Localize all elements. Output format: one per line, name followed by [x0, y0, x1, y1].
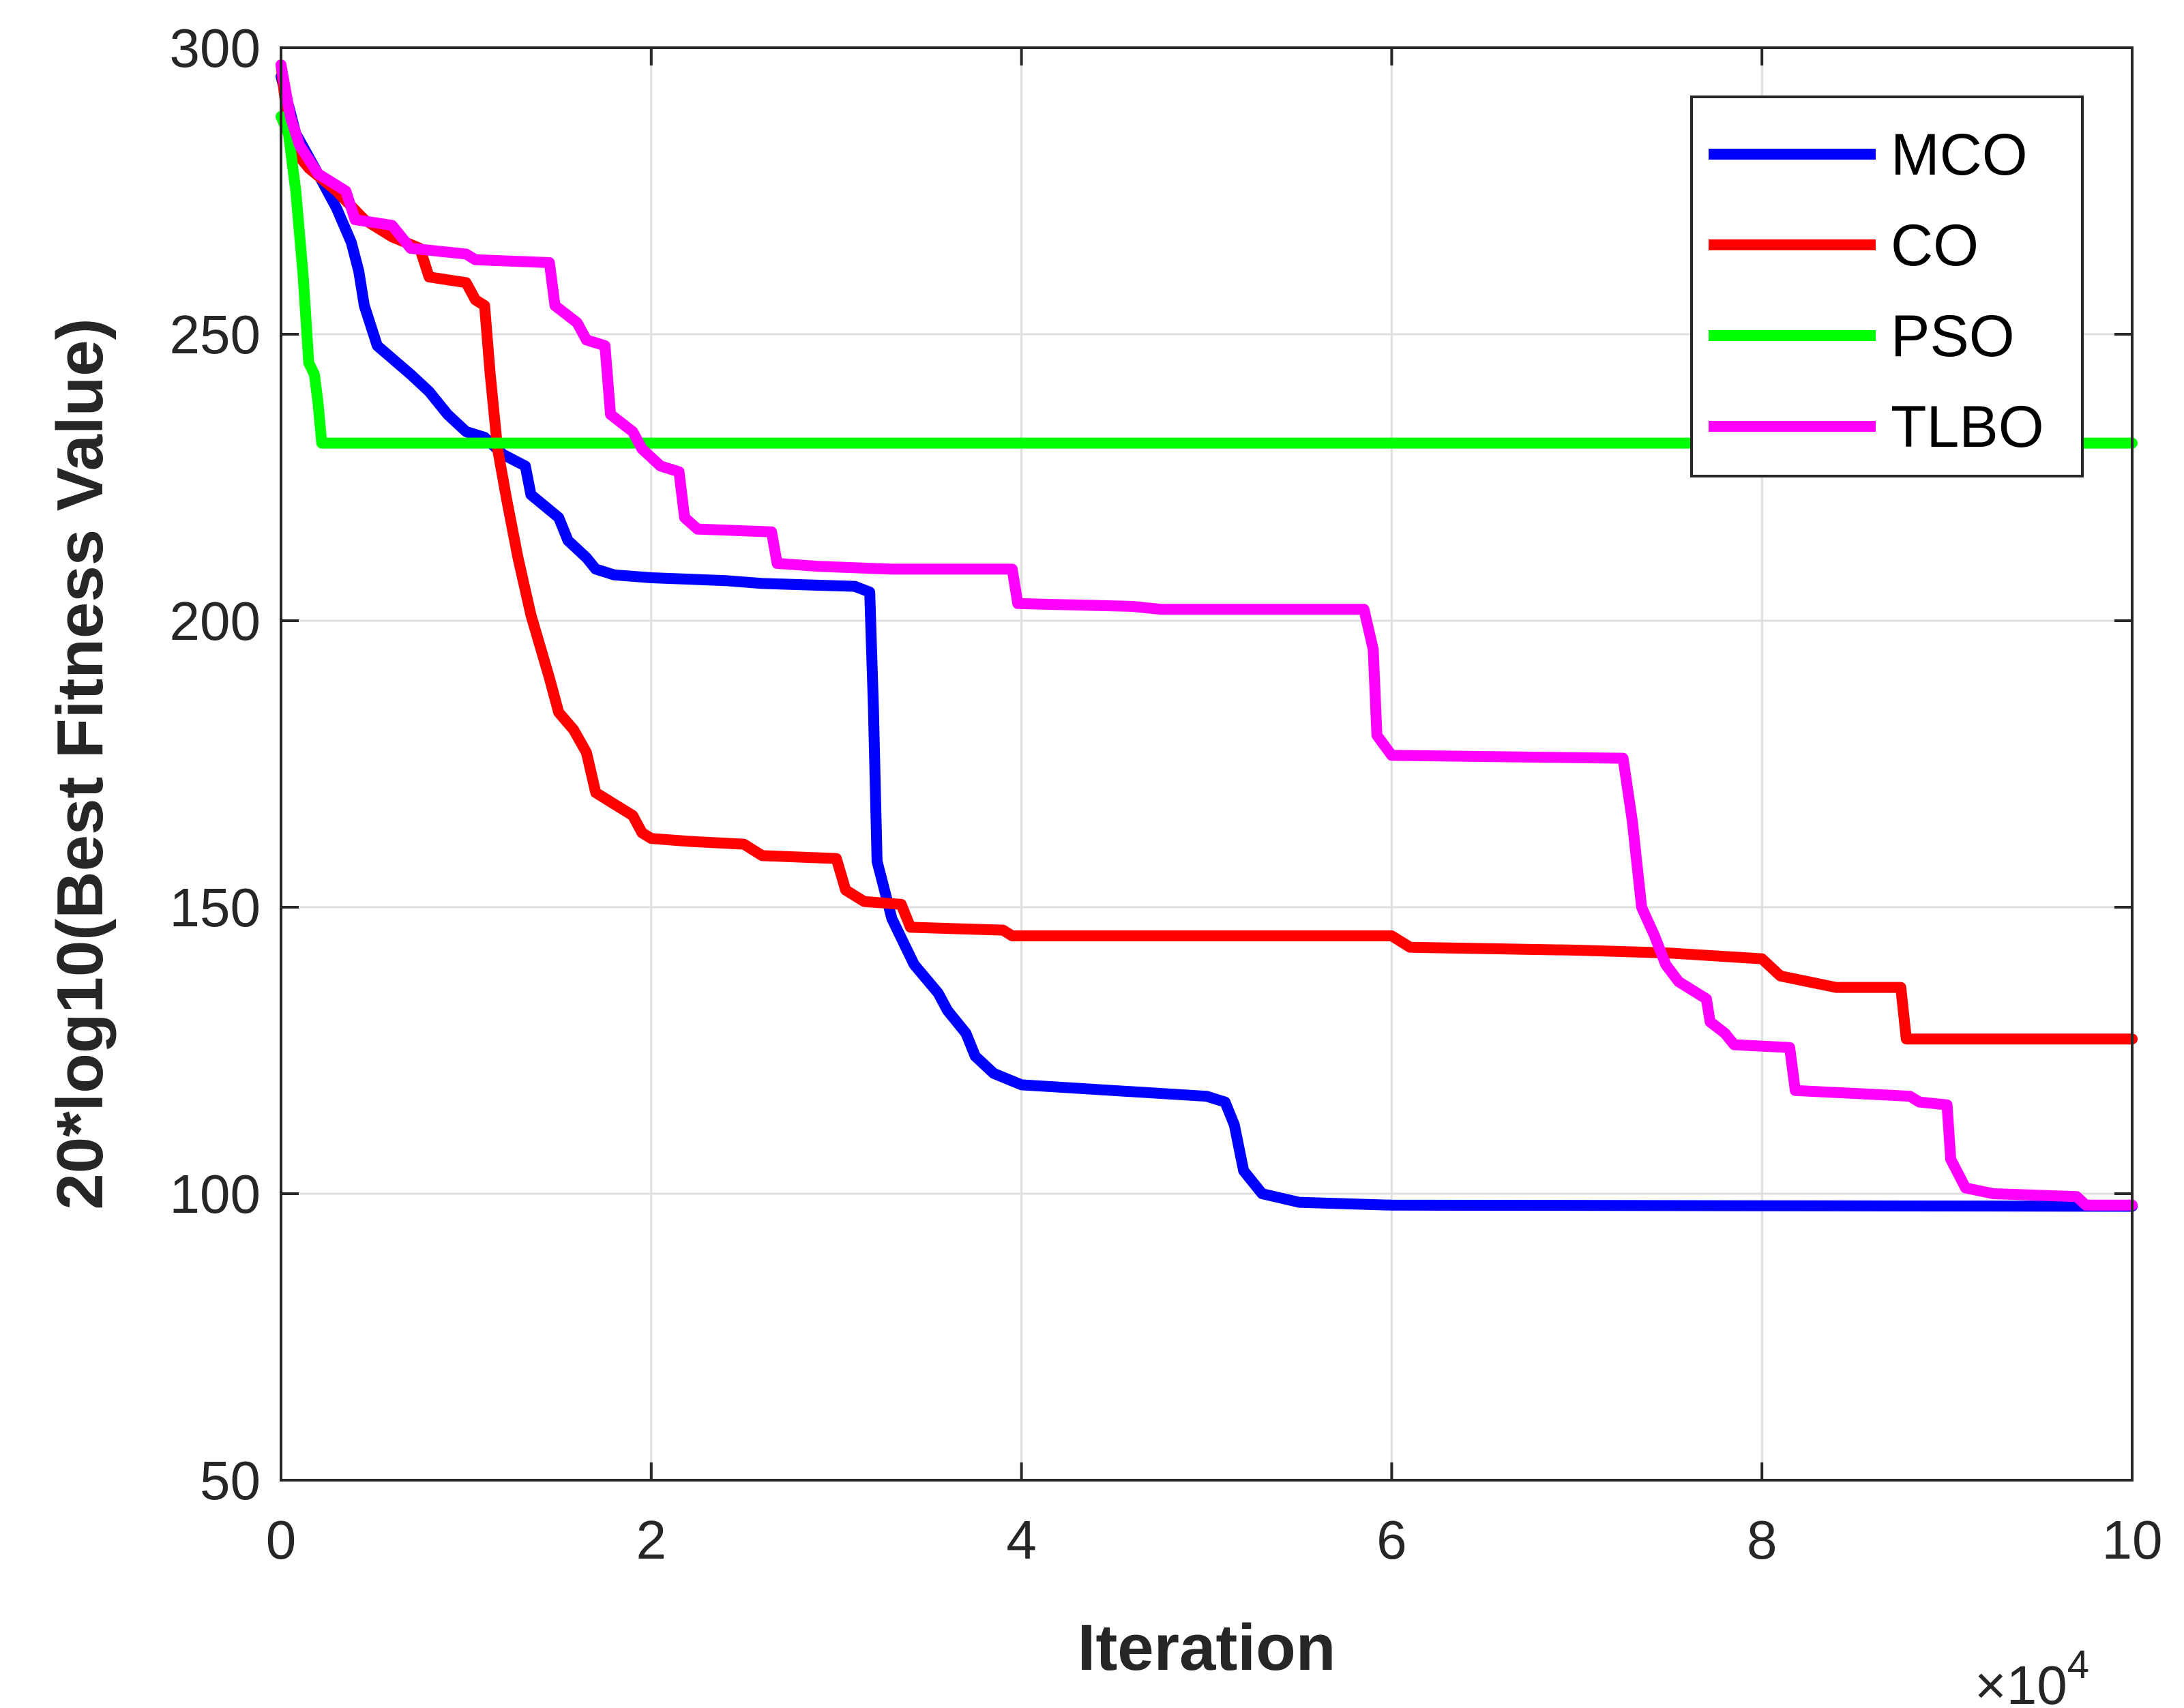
- y-axis-title: 20*log10(Best Fitness Value): [44, 318, 117, 1209]
- legend-label-tlbo: TLBO: [1891, 394, 2044, 460]
- x-tick-label: 2: [636, 1510, 667, 1570]
- y-tick-label: 50: [200, 1450, 261, 1511]
- x-tick-label: 6: [1376, 1510, 1407, 1570]
- y-tick-label: 200: [170, 591, 261, 651]
- x-multiplier-base: ×10: [1975, 1655, 2067, 1708]
- x-multiplier: ×104: [1975, 1643, 2089, 1708]
- series-line-pso: [276, 111, 2138, 449]
- x-tick-labels: 0 2 4 6 8 10: [266, 1510, 2163, 1570]
- y-tick-label: 100: [170, 1164, 261, 1224]
- legend-label-mco: MCO: [1891, 122, 2028, 188]
- series-line-mco: [276, 71, 2138, 1212]
- series-line-co: [276, 59, 2138, 1045]
- legend: MCO CO PSO TLBO: [1690, 95, 2084, 477]
- series-layer: [276, 59, 2138, 1212]
- y-tick-labels: 50 100 150 200 250 300: [170, 18, 261, 1511]
- y-tick-label: 150: [170, 877, 261, 938]
- axes: [280, 46, 2134, 1482]
- x-multiplier-exponent: 4: [2067, 1643, 2089, 1687]
- x-tick-label: 8: [1747, 1510, 1777, 1570]
- series-line-tlbo: [276, 59, 2138, 1211]
- legend-label-pso: PSO: [1891, 304, 2015, 369]
- x-tick-label: 10: [2102, 1510, 2163, 1570]
- y-tick-label: 250: [170, 304, 261, 365]
- legend-label-co: CO: [1891, 213, 1979, 278]
- x-tick-label: 4: [1006, 1510, 1037, 1570]
- x-tick-label: 0: [266, 1510, 297, 1570]
- x-axis-title: Iteration: [1078, 1611, 1336, 1684]
- y-tick-label: 300: [170, 18, 261, 78]
- legend-box: [1690, 95, 2084, 477]
